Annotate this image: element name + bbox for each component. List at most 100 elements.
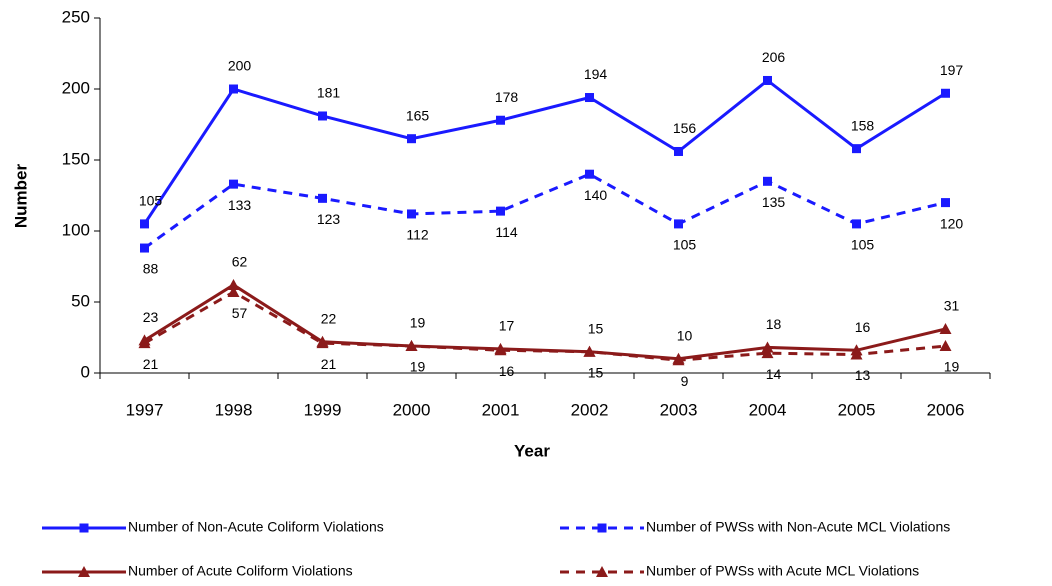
x-axis-label: Year: [514, 441, 550, 460]
point: [852, 144, 861, 154]
legend-marker: [597, 523, 607, 533]
y-tick-label: 0: [81, 362, 90, 381]
legend-label: Number of Non-Acute Coliform Violations: [128, 519, 384, 535]
data-label: 206: [762, 49, 786, 65]
y-tick-label: 250: [62, 7, 90, 26]
y-tick-label: 50: [71, 291, 90, 310]
series-line: [143, 283, 946, 361]
point: [229, 179, 238, 189]
data-label: 19: [944, 359, 960, 375]
data-label: 133: [228, 197, 252, 213]
point: [318, 193, 327, 203]
point: [761, 341, 774, 353]
point: [852, 219, 861, 229]
data-label: 123: [317, 211, 341, 227]
data-label: 114: [495, 224, 518, 240]
point: [227, 278, 240, 290]
point: [407, 209, 416, 219]
y-tick-label: 200: [62, 78, 90, 97]
data-label: 181: [317, 85, 341, 101]
point: [318, 111, 327, 121]
point: [140, 243, 149, 253]
data-label: 10: [677, 328, 693, 344]
y-tick-label: 100: [62, 220, 90, 239]
series-line: [143, 172, 946, 250]
data-label: 15: [588, 320, 604, 336]
point: [674, 146, 683, 156]
data-label: 14: [766, 366, 782, 382]
data-label: 88: [143, 261, 159, 277]
series-line: [143, 290, 946, 362]
data-label: 105: [851, 237, 875, 253]
data-label: 62: [232, 254, 248, 270]
data-label: 23: [143, 309, 159, 325]
point: [763, 75, 772, 85]
point: [229, 84, 238, 94]
x-tick-label: 1997: [126, 400, 164, 419]
data-label: 156: [673, 120, 697, 136]
legend-marker: [79, 523, 89, 533]
point: [763, 176, 772, 186]
x-tick-label: 2003: [660, 400, 698, 419]
data-label: 200: [228, 58, 252, 74]
point: [494, 344, 507, 356]
x-tick-label: 2000: [393, 400, 431, 419]
data-label: 120: [940, 215, 964, 231]
point: [583, 345, 596, 357]
data-label: 17: [499, 318, 515, 334]
data-label: 178: [495, 89, 519, 105]
data-label: 197: [940, 62, 964, 78]
point: [672, 354, 685, 366]
data-label: 105: [139, 193, 163, 209]
legend-marker: [78, 566, 90, 577]
data-label: 57: [232, 305, 248, 321]
data-label: 158: [851, 117, 875, 133]
point: [939, 340, 952, 352]
point: [939, 322, 952, 334]
data-label: 112: [406, 227, 429, 243]
data-label: 19: [410, 315, 426, 331]
point: [941, 198, 950, 208]
data-label: 9: [681, 373, 689, 389]
y-axis-label: Number: [11, 164, 30, 229]
data-label: 31: [944, 298, 960, 314]
point: [585, 93, 594, 103]
point: [496, 206, 505, 216]
point: [496, 115, 505, 125]
data-label: 22: [321, 310, 337, 326]
point: [761, 347, 774, 359]
point: [405, 340, 418, 352]
data-label: 165: [406, 107, 430, 123]
data-label: 13: [855, 367, 871, 383]
point: [941, 88, 950, 98]
point: [407, 134, 416, 144]
x-tick-label: 1999: [304, 400, 342, 419]
data-label: 135: [762, 194, 786, 210]
data-label: 18: [766, 316, 782, 332]
legend-label: Number of Acute Coliform Violations: [128, 563, 353, 579]
point: [227, 286, 240, 298]
data-label: 21: [321, 356, 337, 372]
data-label: 140: [584, 187, 608, 203]
point: [140, 219, 149, 229]
x-tick-label: 2004: [749, 400, 787, 419]
x-tick-label: 2006: [927, 400, 965, 419]
x-tick-label: 2002: [571, 400, 609, 419]
y-tick-label: 150: [62, 149, 90, 168]
series-line: [143, 78, 947, 225]
point: [850, 348, 863, 360]
point: [585, 169, 594, 179]
data-label: 16: [499, 363, 515, 379]
x-tick-label: 1998: [215, 400, 253, 419]
data-label: 19: [410, 359, 426, 375]
data-label: 21: [143, 356, 159, 372]
data-label: 194: [584, 66, 608, 82]
x-tick-label: 2001: [482, 400, 520, 419]
x-tick-label: 2005: [838, 400, 876, 419]
point: [316, 337, 329, 349]
data-label: 105: [673, 237, 697, 253]
point: [674, 219, 683, 229]
legend-marker: [596, 566, 608, 577]
point: [138, 337, 151, 349]
